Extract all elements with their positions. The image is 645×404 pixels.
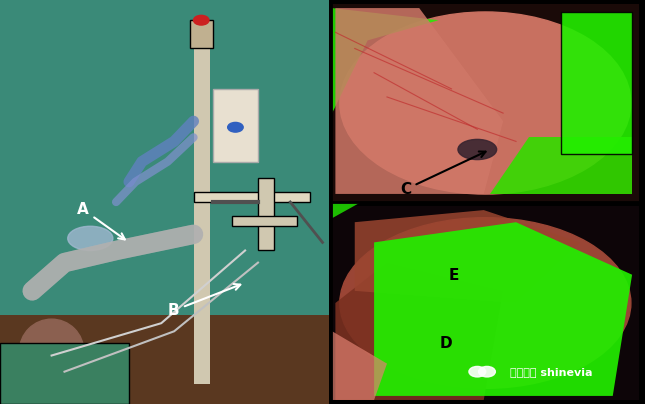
Ellipse shape — [68, 226, 113, 250]
Polygon shape — [335, 263, 503, 400]
FancyBboxPatch shape — [232, 216, 297, 226]
FancyBboxPatch shape — [561, 12, 632, 154]
FancyBboxPatch shape — [332, 4, 639, 202]
FancyBboxPatch shape — [332, 206, 639, 400]
FancyBboxPatch shape — [194, 40, 210, 384]
Circle shape — [194, 15, 209, 25]
Text: E: E — [449, 268, 459, 283]
Polygon shape — [374, 222, 632, 396]
Polygon shape — [490, 137, 632, 194]
FancyBboxPatch shape — [190, 20, 213, 48]
Text: A: A — [77, 202, 125, 240]
Circle shape — [479, 366, 495, 377]
FancyBboxPatch shape — [0, 0, 329, 404]
Polygon shape — [332, 202, 361, 218]
Ellipse shape — [19, 319, 84, 384]
Ellipse shape — [340, 12, 631, 194]
Text: D: D — [439, 336, 452, 351]
Text: 显微智能 shinevia: 显微智能 shinevia — [510, 367, 592, 377]
Polygon shape — [335, 8, 503, 194]
Text: C: C — [400, 152, 486, 197]
Polygon shape — [355, 210, 580, 303]
FancyBboxPatch shape — [0, 315, 329, 404]
Text: B: B — [168, 284, 241, 318]
Circle shape — [228, 122, 243, 132]
FancyBboxPatch shape — [194, 192, 310, 202]
FancyBboxPatch shape — [213, 89, 258, 162]
FancyBboxPatch shape — [258, 178, 274, 250]
Polygon shape — [332, 8, 439, 113]
Circle shape — [469, 366, 486, 377]
Ellipse shape — [340, 218, 631, 388]
Ellipse shape — [458, 139, 497, 160]
FancyBboxPatch shape — [0, 343, 129, 404]
Polygon shape — [332, 331, 387, 400]
